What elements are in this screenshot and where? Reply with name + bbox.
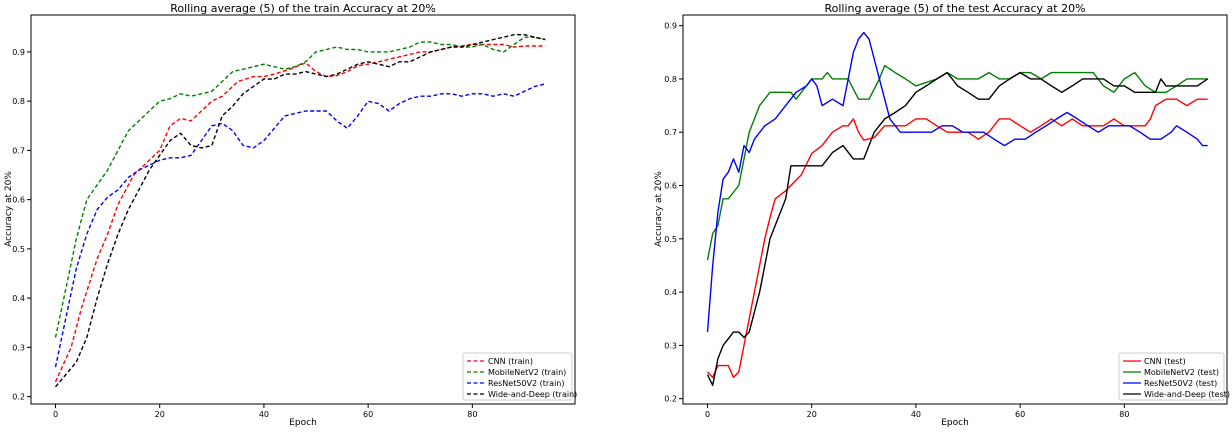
test-y-axis-label: Accuracy at 20% xyxy=(654,171,664,247)
test-series-line-wide-deep xyxy=(706,71,1209,386)
train-series-line-wide-deep xyxy=(54,34,546,388)
test-x-tick-label: 80 xyxy=(1119,410,1129,419)
train-legend-label-mobilenet: MobileNetV2 (train) xyxy=(488,368,566,377)
train-chart-title: Rolling average (5) of the train Accurac… xyxy=(170,2,436,15)
train-y-tick-label: 0.6 xyxy=(12,196,25,205)
test-x-tick-label: 60 xyxy=(1015,410,1025,419)
train-y-tick-label: 0.4 xyxy=(12,294,25,303)
test-series-line-cnn xyxy=(706,98,1208,379)
test-plot-frame xyxy=(682,14,1228,405)
test-y-tick-label: 0.7 xyxy=(664,128,677,137)
train-y-tick-label: 0.9 xyxy=(12,48,25,57)
train-series-line-mobilenet xyxy=(54,36,546,338)
train-x-ticks: 0 20 40 60 80 xyxy=(53,404,477,419)
train-series-line-cnn xyxy=(54,43,546,383)
test-y-ticks: 0.2 0.3 0.4 0.5 0.6 0.7 0.8 0.9 xyxy=(664,22,683,404)
train-plot-frame xyxy=(30,14,576,405)
test-legend-box xyxy=(1118,352,1225,401)
test-legend-label-mobilenet: MobileNetV2 (test) xyxy=(1144,368,1219,377)
test-series-line-mobilenet xyxy=(706,64,1208,261)
train-legend-label-cnn: CNN (train) xyxy=(488,357,533,366)
test-y-tick-label: 0.3 xyxy=(664,341,677,350)
test-x-tick-label: 0 xyxy=(705,410,710,419)
test-x-axis-label: Epoch xyxy=(941,418,969,428)
train-y-tick-label: 0.5 xyxy=(12,245,25,254)
test-legend: CNN (test) MobileNetV2 (test) ResNet50V2… xyxy=(1118,352,1230,401)
train-x-axis-label: Epoch xyxy=(289,418,317,428)
test-chart: 0 20 40 60 80 0.2 0.3 0.4 0.5 0.6 0.7 0.8 0.9 Rolli… xyxy=(654,2,1230,428)
train-y-tick-label: 0.7 xyxy=(12,146,25,155)
train-legend-box xyxy=(462,352,573,401)
test-y-tick-label: 0.2 xyxy=(664,395,677,404)
train-x-tick-label: 60 xyxy=(363,410,373,419)
test-y-tick-label: 0.8 xyxy=(664,75,677,84)
train-legend-label-wide-deep: Wide-and-Deep (train) xyxy=(488,390,577,399)
test-plot-series xyxy=(706,31,1209,386)
train-x-tick-label: 20 xyxy=(155,410,165,419)
test-legend-label-wide-deep: Wide-and-Deep (test) xyxy=(1144,390,1230,399)
train-y-axis-label: Accuracy at 20% xyxy=(4,171,14,247)
train-plot-series xyxy=(54,34,546,388)
test-legend-label-cnn: CNN (test) xyxy=(1144,357,1186,366)
test-x-tick-label: 40 xyxy=(911,410,921,419)
train-x-tick-label: 40 xyxy=(259,410,269,419)
train-legend: CNN (train) MobileNetV2 (train) ResNet50… xyxy=(462,352,577,401)
test-legend-label-resnet: ResNet50V2 (test) xyxy=(1144,379,1217,388)
train-y-tick-label: 0.2 xyxy=(12,393,25,402)
train-y-tick-label: 0.3 xyxy=(12,343,25,352)
test-x-tick-label: 20 xyxy=(807,410,817,419)
test-chart-title: Rolling average (5) of the test Accuracy… xyxy=(824,2,1085,15)
test-series-line-resnet xyxy=(706,31,1208,333)
train-chart: 0 20 40 60 80 0.2 0.3 0.4 0.5 0.6 0.7 0.8 0.9 Rolli… xyxy=(4,2,577,428)
test-y-tick-label: 0.6 xyxy=(664,182,677,191)
test-y-tick-label: 0.9 xyxy=(664,22,677,31)
test-y-tick-label: 0.5 xyxy=(664,235,677,244)
train-x-tick-label: 80 xyxy=(467,410,477,419)
train-y-tick-label: 0.8 xyxy=(12,97,25,106)
train-series-line-resnet xyxy=(54,83,546,368)
test-y-tick-label: 0.4 xyxy=(664,288,677,297)
train-legend-label-resnet: ResNet50V2 (train) xyxy=(488,379,564,388)
train-y-ticks: 0.2 0.3 0.4 0.5 0.6 0.7 0.8 0.9 xyxy=(12,48,31,402)
test-x-ticks: 0 20 40 60 80 xyxy=(705,404,1129,419)
train-x-tick-label: 0 xyxy=(53,410,58,419)
